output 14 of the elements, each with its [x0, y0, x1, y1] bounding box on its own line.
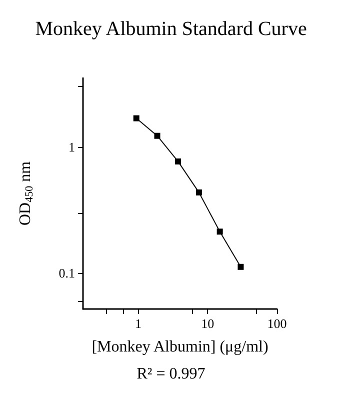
x-tick-label: 10 — [201, 316, 214, 331]
point — [133, 115, 140, 122]
y-tick-label: 0.1 — [58, 266, 75, 281]
x-tick-label: 100 — [267, 316, 287, 331]
point — [196, 189, 202, 196]
point — [216, 228, 223, 235]
point — [238, 264, 244, 270]
chart-title: Monkey Albumin Standard Curve — [35, 18, 307, 40]
point — [154, 132, 160, 139]
x-axis-title: [Monkey Albumin] (μg/ml) — [92, 338, 268, 356]
text: R² = 0.997 — [136, 366, 206, 382]
y-axis-title: OD450 nm — [17, 160, 36, 226]
x-tick-label: 1 — [134, 316, 142, 331]
point — [175, 158, 182, 164]
